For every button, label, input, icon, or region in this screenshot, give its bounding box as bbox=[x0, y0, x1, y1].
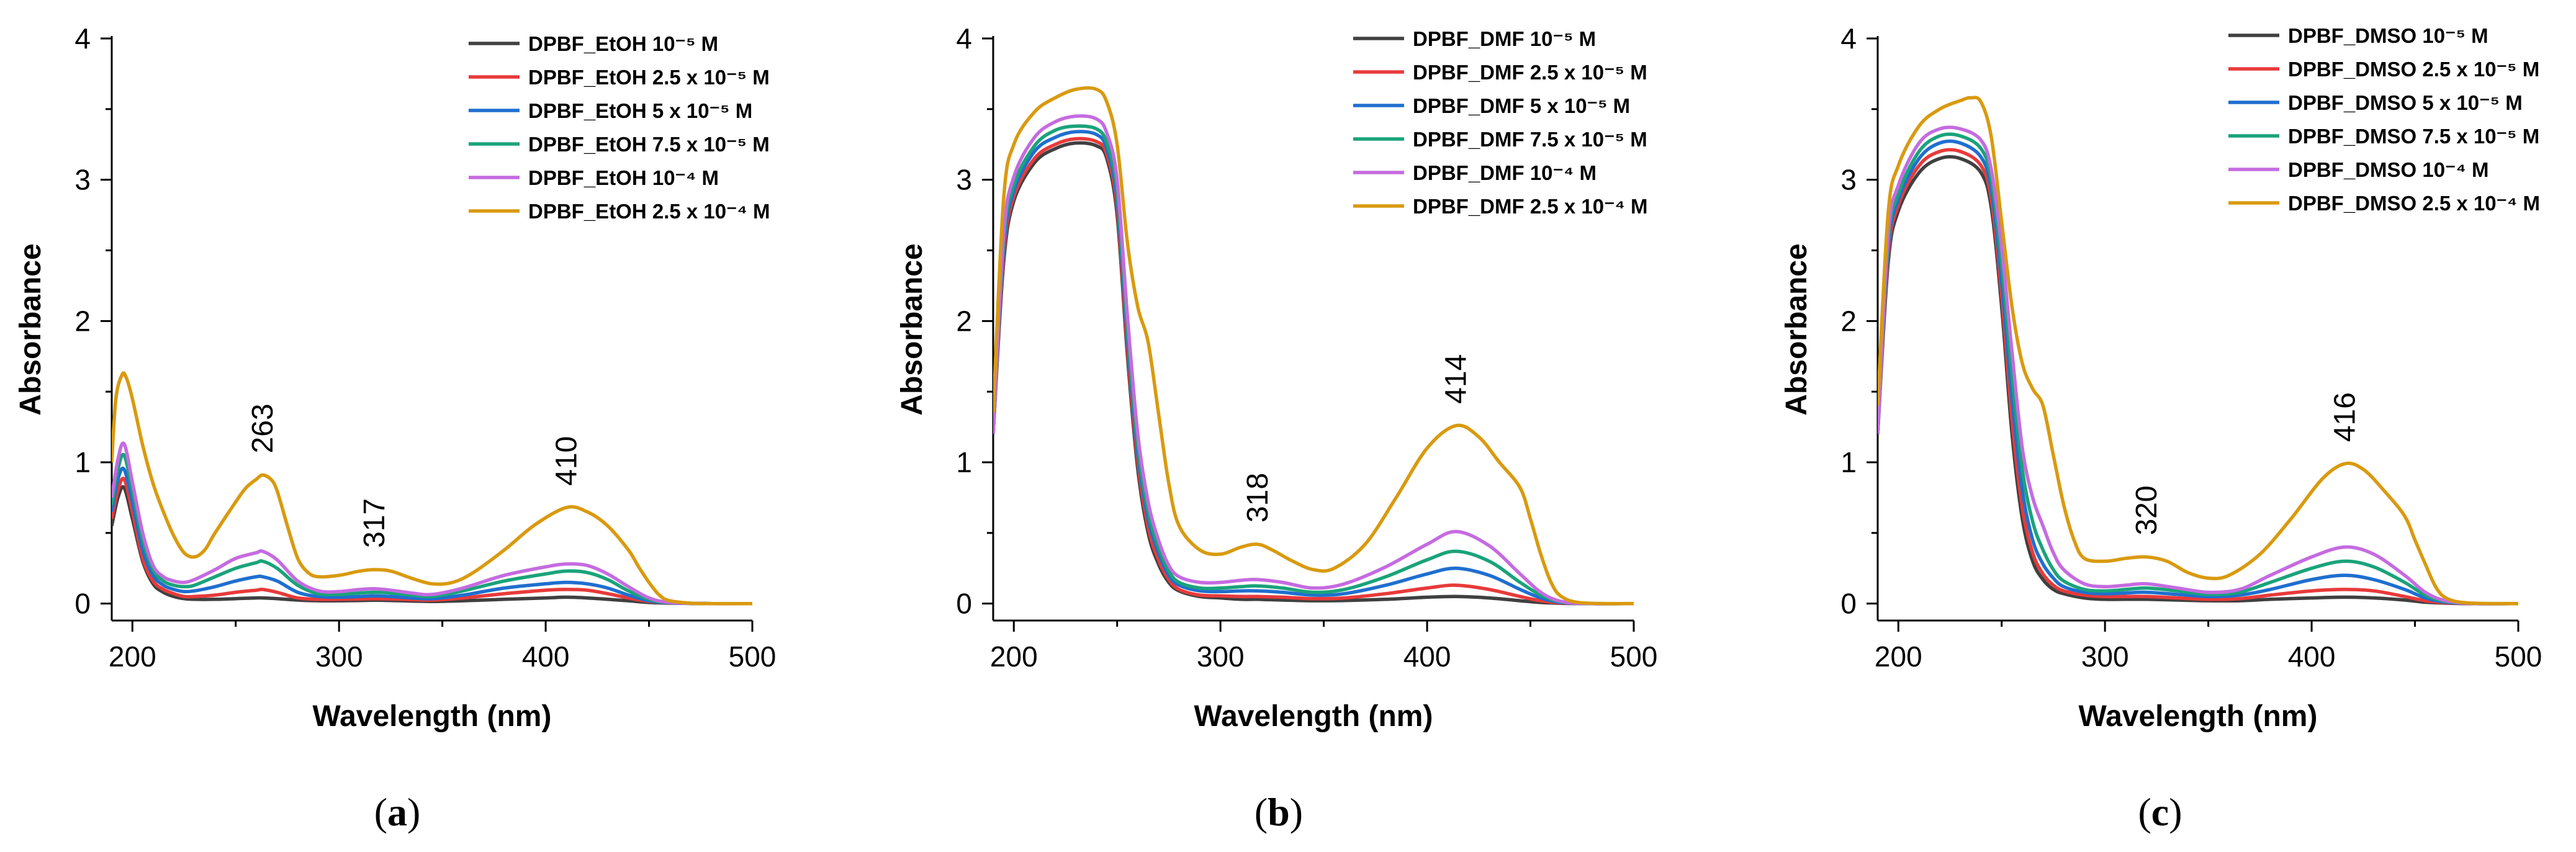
y-tick-label: 0 bbox=[956, 588, 972, 620]
y-tick-label: 1 bbox=[956, 446, 972, 478]
legend-entry: DPBF_DMF 2.5 x 10⁻⁵ M bbox=[1413, 61, 1647, 84]
peak-label: 318 bbox=[1241, 473, 1274, 522]
x-tick-label: 300 bbox=[315, 640, 363, 673]
x-tick-label: 200 bbox=[109, 640, 156, 673]
x-tick-label: 300 bbox=[2081, 640, 2129, 673]
chart-panel-3: 0 1 2 3 4 200 300 400 500 Wavelength (nm) Absorban… bbox=[1780, 22, 2542, 834]
legend-entry: DPBF_DMSO 10⁻⁵ M bbox=[2288, 24, 2488, 47]
y-axis-title: Absorbance bbox=[896, 243, 929, 415]
legend-entry: DPBF_EtOH 10⁻⁴ M bbox=[528, 166, 719, 189]
x-axis-title: Wavelength (nm) bbox=[2079, 700, 2318, 733]
legend-entry: DPBF_EtOH 2.5 x 10⁻⁵ M bbox=[528, 66, 770, 89]
legend-entry: DPBF_EtOH 10⁻⁵ M bbox=[528, 32, 718, 55]
legend-entry: DPBF_DMSO 2.5 x 10⁻⁴ M bbox=[2288, 192, 2540, 215]
series-line-6 bbox=[112, 371, 752, 606]
legend: DPBF_DMSO 10⁻⁵ M DPBF_DMSO 2.5 x 10⁻⁵ M DP… bbox=[2228, 24, 2540, 215]
series-line-2 bbox=[1878, 148, 2518, 606]
legend-entry: DPBF_DMF 10⁻⁴ M bbox=[1413, 161, 1596, 184]
legend: DPBF_EtOH 10⁻⁵ M DPBF_EtOH 2.5 x 10⁻⁵ M DP… bbox=[469, 32, 770, 223]
legend-entry: DPBF_DMSO 2.5 x 10⁻⁵ M bbox=[2288, 58, 2539, 81]
x-tick-label: 400 bbox=[2288, 640, 2336, 673]
y-tick-label: 0 bbox=[74, 588, 91, 620]
series-line-3 bbox=[1878, 139, 2518, 606]
series-line-1 bbox=[1878, 155, 2518, 606]
series-line-2 bbox=[112, 477, 752, 606]
series-group bbox=[993, 86, 1634, 606]
legend-entry: DPBF_DMSO 7.5 x 10⁻⁵ M bbox=[2288, 125, 2539, 148]
legend-entry: DPBF_DMSO 10⁻⁴ M bbox=[2288, 158, 2488, 181]
x-tick-label: 500 bbox=[1610, 640, 1658, 673]
peak-label: 317 bbox=[358, 498, 391, 548]
legend-entry: DPBF_EtOH 5 x 10⁻⁵ M bbox=[528, 99, 752, 122]
series-line-4 bbox=[1878, 132, 2518, 606]
peak-label: 416 bbox=[2328, 392, 2361, 442]
series-line-5 bbox=[112, 441, 752, 606]
y-tick-label: 4 bbox=[74, 22, 91, 55]
panel-label: (a) bbox=[374, 790, 421, 834]
y-tick-label: 1 bbox=[1840, 446, 1857, 478]
chart-panel-2: 0 1 2 3 4 200 300 400 500 Wavelength (nm) Absorban… bbox=[896, 22, 1657, 834]
x-tick-label: 500 bbox=[729, 640, 777, 673]
y-tick-label: 0 bbox=[1840, 588, 1857, 620]
series-line-6 bbox=[1878, 96, 2518, 606]
series-line-4 bbox=[112, 452, 752, 606]
legend-entry: DPBF_DMSO 5 x 10⁻⁵ M bbox=[2288, 91, 2523, 114]
x-tick-label: 200 bbox=[1875, 640, 1922, 673]
series-group bbox=[1878, 96, 2518, 606]
y-tick-label: 2 bbox=[74, 305, 91, 337]
y-tick-label: 1 bbox=[74, 446, 91, 478]
series-line-5 bbox=[1878, 125, 2518, 606]
legend-entry: DPBF_EtOH 7.5 x 10⁻⁵ M bbox=[528, 133, 770, 156]
panel-label: (b) bbox=[1254, 790, 1303, 834]
peak-label: 414 bbox=[1440, 354, 1473, 404]
y-tick-label: 3 bbox=[74, 164, 91, 196]
y-tick-label: 2 bbox=[956, 305, 972, 337]
panel-label: (c) bbox=[2138, 790, 2182, 834]
legend-entry: DPBF_DMF 7.5 x 10⁻⁵ M bbox=[1413, 128, 1647, 151]
peak-label: 263 bbox=[246, 403, 279, 453]
legend-entry: DPBF_DMF 2.5 x 10⁻⁴ M bbox=[1413, 195, 1648, 218]
legend-entry: DPBF_EtOH 2.5 x 10⁻⁴ M bbox=[528, 200, 770, 223]
x-tick-label: 500 bbox=[2495, 640, 2542, 673]
legend: DPBF_DMF 10⁻⁵ M DPBF_DMF 2.5 x 10⁻⁵ M DPBF… bbox=[1353, 27, 1648, 218]
x-tick-label: 400 bbox=[522, 640, 570, 673]
x-axis-title: Wavelength (nm) bbox=[313, 700, 552, 733]
y-tick-label: 3 bbox=[956, 164, 972, 196]
legend-entry: DPBF_DMF 5 x 10⁻⁵ M bbox=[1413, 94, 1630, 117]
y-tick-label: 3 bbox=[1840, 164, 1857, 196]
series-line-4 bbox=[993, 124, 1634, 606]
x-tick-label: 200 bbox=[990, 640, 1038, 673]
y-tick-label: 4 bbox=[956, 22, 972, 55]
x-tick-label: 400 bbox=[1403, 640, 1451, 673]
series-line-2 bbox=[993, 137, 1634, 606]
series-line-3 bbox=[112, 466, 752, 606]
chart-panel-1: 0 1 2 3 4 200 300 400 500 Wavelength (nm) Absorban… bbox=[14, 22, 776, 834]
series-line-6 bbox=[993, 86, 1634, 606]
x-tick-label: 300 bbox=[1197, 640, 1245, 673]
series-line-5 bbox=[993, 114, 1634, 606]
series-line-3 bbox=[993, 130, 1634, 606]
y-tick-label: 4 bbox=[1840, 22, 1857, 55]
y-tick-label: 2 bbox=[1840, 305, 1857, 337]
peak-label: 320 bbox=[2130, 485, 2163, 535]
series-group bbox=[112, 371, 752, 606]
y-axis-title: Absorbance bbox=[14, 243, 47, 415]
x-axis-title: Wavelength (nm) bbox=[1194, 700, 1433, 733]
peak-label: 410 bbox=[550, 436, 583, 486]
y-axis-title: Absorbance bbox=[1780, 243, 1813, 415]
legend-entry: DPBF_DMF 10⁻⁵ M bbox=[1413, 27, 1596, 50]
